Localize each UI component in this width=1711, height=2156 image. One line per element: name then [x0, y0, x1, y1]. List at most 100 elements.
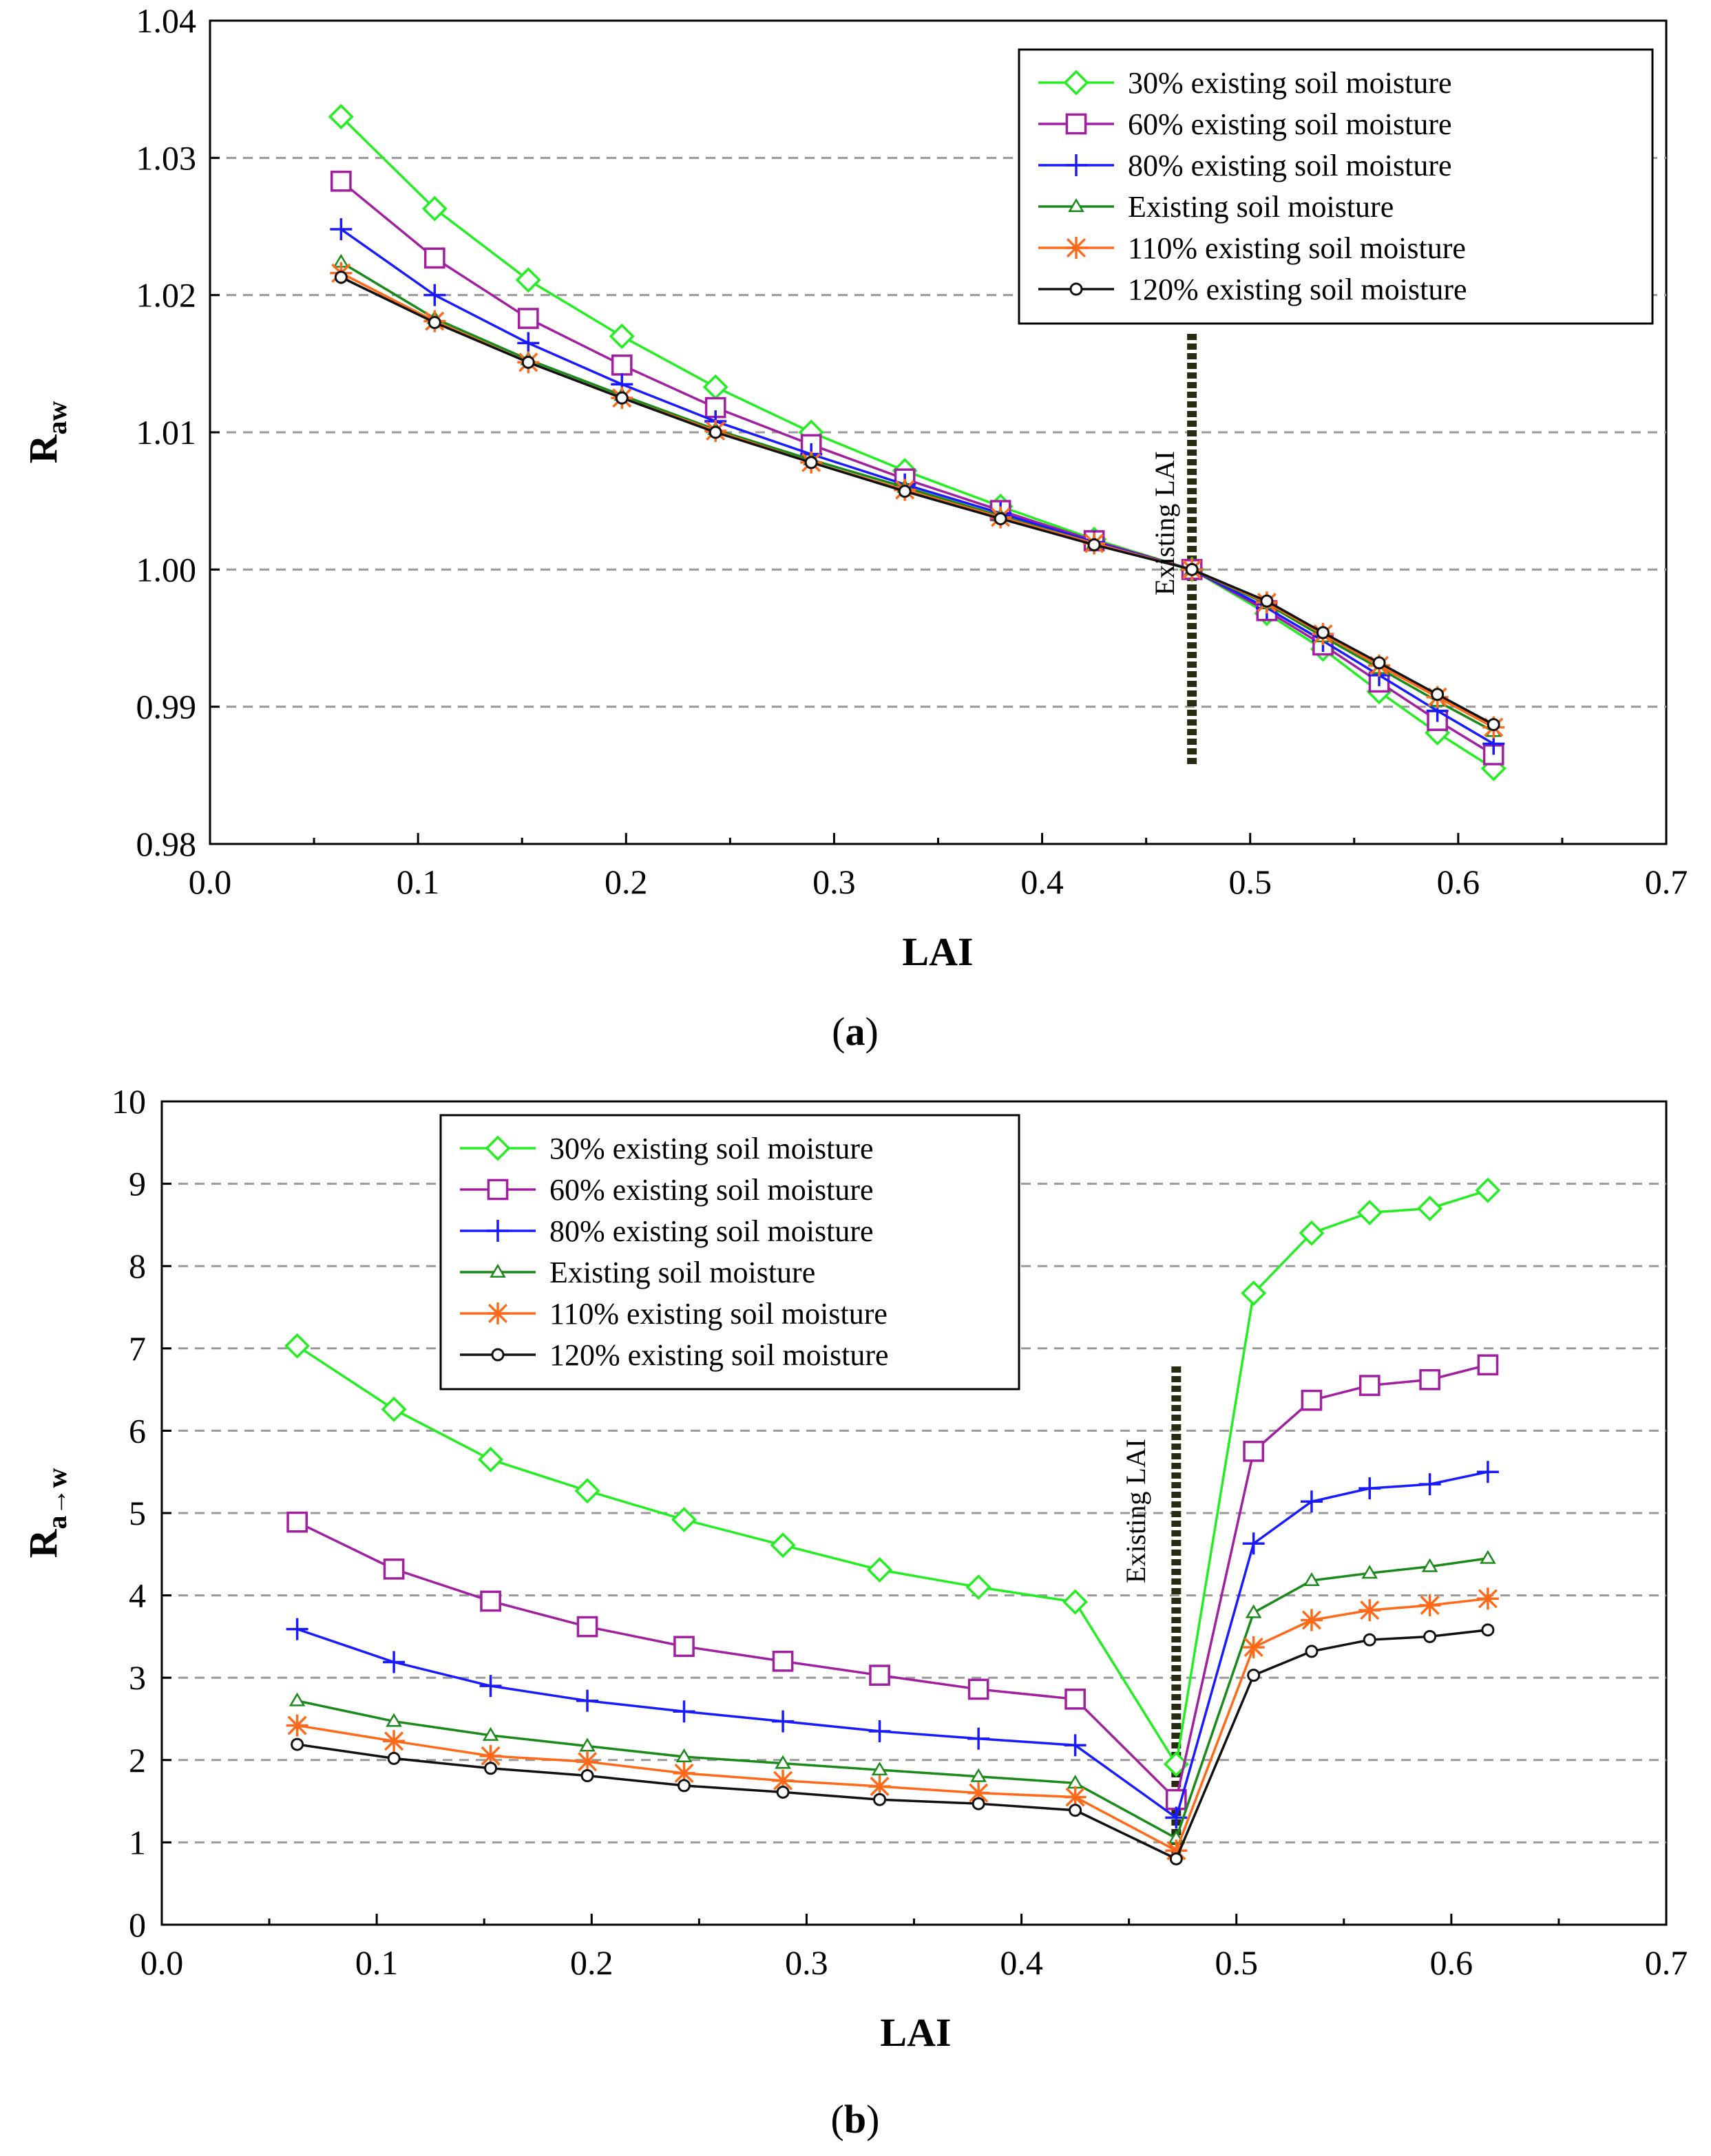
series-b-1 — [286, 1354, 1499, 1810]
series-b-3 — [288, 1550, 1496, 1844]
data-point-a-0 — [515, 267, 541, 293]
panel-a: 0.980.991.001.011.021.031.04 0.0 0.1 0.2 0.… — [21, 1, 1688, 1054]
legend-marker — [487, 1220, 509, 1242]
data-point-b-4 — [772, 1769, 795, 1792]
caption-b: (b) — [831, 2097, 880, 2142]
x-axis-title-a: LAI — [902, 929, 973, 974]
data-point-b-2 — [868, 1720, 891, 1742]
data-point-b-2 — [383, 1651, 406, 1673]
data-point-b-1 — [869, 1664, 890, 1686]
data-point-a-5 — [1087, 538, 1101, 551]
data-point-b-3 — [288, 1692, 306, 1706]
data-point-b-5 — [678, 1779, 691, 1793]
y-tick-label-a: 1.02 — [136, 276, 197, 315]
data-point-b-0 — [965, 1574, 991, 1600]
data-point-b-2 — [1300, 1490, 1323, 1513]
data-point-b-5 — [1169, 1852, 1183, 1866]
data-point-b-3 — [970, 1768, 987, 1782]
data-point-a-1 — [517, 308, 539, 329]
data-point-a-5 — [1431, 688, 1445, 701]
series-b-5 — [291, 1623, 1495, 1866]
data-point-b-1 — [576, 1616, 598, 1638]
y-axis-title-sub-b: a→w — [41, 1468, 72, 1530]
data-point-b-1 — [1358, 1375, 1381, 1396]
data-point-b-5 — [1363, 1633, 1376, 1647]
data-point-b-4 — [286, 1714, 308, 1737]
data-point-b-3 — [871, 1762, 888, 1776]
x-tick-labels-b: 0.0 0.1 0.2 0.3 0.4 0.5 0.6 0.7 — [140, 1914, 1688, 1982]
data-point-b-1 — [1243, 1440, 1265, 1462]
data-point-b-0 — [284, 1333, 311, 1359]
data-point-b-1 — [1419, 1368, 1440, 1391]
data-point-b-5 — [1305, 1645, 1319, 1658]
legend-label: 110% existing soil moisture — [1128, 231, 1466, 265]
legend-item-a-1: 60% existing soil moisture — [1038, 107, 1452, 141]
x-tick-label-a: 0.6 — [1437, 863, 1480, 901]
y-axis-title-a: Raw — [21, 401, 72, 464]
data-point-b-0 — [381, 1396, 407, 1422]
data-point-b-5 — [291, 1737, 304, 1751]
existing-lai-label-b: Existing LAI — [1120, 1439, 1151, 1583]
legend-item-b-0: 30% existing soil moisture — [460, 1132, 874, 1165]
y-tick-label-b: 9 — [129, 1165, 146, 1203]
legend-marker — [490, 1263, 506, 1278]
y-axis-title-main-a: R — [21, 434, 65, 463]
legend-label: 60% existing soil moisture — [549, 1173, 874, 1207]
x-tick-label-b: 0.6 — [1430, 1943, 1473, 1982]
data-point-b-0 — [770, 1532, 796, 1558]
legend-item-a-2: 80% existing soil moisture — [1038, 149, 1452, 182]
data-point-a-5 — [1185, 562, 1199, 576]
data-point-b-2 — [673, 1700, 695, 1723]
data-point-b-3 — [386, 1713, 402, 1727]
data-point-b-3 — [1361, 1565, 1378, 1579]
x-tick-label-a: 0.5 — [1228, 863, 1272, 901]
data-point-b-3 — [675, 1748, 693, 1762]
data-point-b-0 — [1475, 1177, 1501, 1203]
data-point-b-5 — [387, 1751, 401, 1765]
legend-item-b-2: 80% existing soil moisture — [460, 1214, 874, 1248]
data-point-b-2 — [1358, 1477, 1381, 1500]
y-tick-labels-b: 0 1 2 3 4 5 6 7 8 9 10 — [112, 1082, 171, 1944]
data-point-a-5 — [1316, 626, 1330, 640]
data-point-a-5 — [521, 355, 535, 369]
data-point-b-1 — [1301, 1389, 1323, 1411]
data-point-b-3 — [775, 1755, 791, 1769]
data-point-a-5 — [1487, 718, 1500, 732]
x-tick-label-a: 0.7 — [1645, 863, 1688, 901]
data-point-a-5 — [994, 512, 1007, 526]
x-tick-label-b: 0.3 — [785, 1943, 828, 1982]
y-tick-label-a: 1.01 — [136, 413, 197, 452]
data-point-b-0 — [671, 1507, 697, 1533]
y-axis-title-main-b: R — [21, 1528, 65, 1558]
data-point-b-2 — [1064, 1734, 1087, 1757]
data-point-a-1 — [611, 354, 633, 376]
series-b-0 — [284, 1177, 1501, 1777]
data-point-b-0 — [867, 1557, 893, 1583]
caption-a: (a) — [832, 1009, 879, 1054]
x-tick-label-b: 0.7 — [1645, 1943, 1688, 1982]
data-point-b-3 — [1303, 1572, 1320, 1587]
series-b-2 — [286, 1461, 1499, 1829]
data-point-b-1 — [383, 1558, 405, 1580]
legend-item-a-3: Existing soil moisture — [1038, 190, 1394, 224]
data-point-b-2 — [967, 1727, 990, 1750]
data-point-b-4 — [868, 1775, 891, 1798]
data-point-b-3 — [1245, 1604, 1262, 1618]
data-point-b-5 — [580, 1769, 594, 1783]
y-axis-title-sub-a: aw — [41, 401, 72, 435]
data-point-b-4 — [1242, 1636, 1265, 1658]
x-tick-label-b: 0.1 — [355, 1943, 399, 1982]
legend-item-a-0: 30% existing soil moisture — [1038, 66, 1452, 100]
data-point-a-0 — [609, 323, 635, 349]
legend-marker — [485, 1135, 511, 1161]
panel-b: 0 1 2 3 4 5 6 7 8 9 10 0.0 0.1 0.2 0.3 0.4 0.5 0.6 0.7 Ex… — [21, 1082, 1688, 2142]
legend-item-a-5: 120% existing soil moisture — [1038, 273, 1467, 306]
y-tick-label-a: 1.00 — [136, 550, 197, 589]
data-point-b-5 — [776, 1785, 790, 1799]
series-b-4 — [286, 1587, 1499, 1862]
y-tick-label-a: 1.04 — [136, 1, 197, 40]
data-point-b-4 — [673, 1762, 695, 1784]
x-axis-title-b: LAI — [880, 2010, 951, 2055]
svg-text:Ra→w: Ra→w — [21, 1468, 72, 1558]
